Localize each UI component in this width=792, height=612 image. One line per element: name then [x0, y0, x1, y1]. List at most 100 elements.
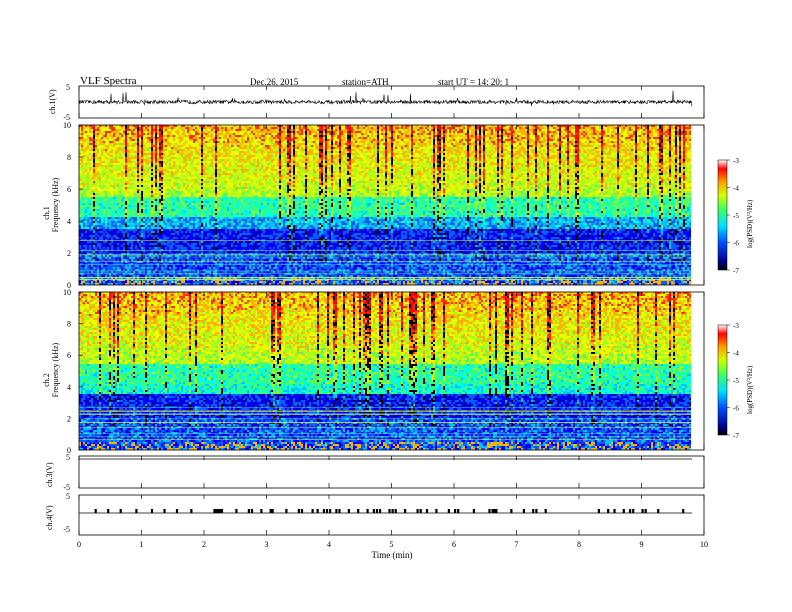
colorbar-tick-label: -6 — [733, 405, 739, 413]
ch4-pulse — [435, 509, 438, 513]
ch4-pulse — [94, 509, 97, 513]
colorbar-ch2 — [717, 324, 728, 436]
spectrogram-ch2-ylabel-frequency: Frequency (kHz) — [51, 342, 60, 397]
ch4-pulse — [271, 509, 274, 513]
ch3-ytick-bottom: -5 — [63, 483, 70, 492]
colorbar-tick-label: -4 — [733, 350, 739, 358]
ch4-pulse — [163, 509, 166, 513]
ch4-pulses — [94, 509, 685, 513]
x-tick-label: 4 — [327, 540, 331, 549]
ch1-waveform — [78, 90, 693, 107]
ch1-ytick-bottom: -5 — [63, 113, 70, 122]
ch4-ytick-top: 5 — [66, 492, 70, 501]
colorbar-tick-label: -5 — [733, 377, 739, 385]
ch4-pulse — [260, 509, 263, 513]
ch4-pulse — [220, 509, 224, 513]
colorbar-ch1 — [717, 159, 728, 271]
ch4-pulse — [316, 509, 319, 513]
ch4-ytick-bottom: -5 — [63, 525, 70, 534]
x-tick-label: 3 — [265, 540, 269, 549]
ch4-pulse — [404, 509, 407, 513]
x-tick-label: 8 — [577, 540, 581, 549]
x-tick-label: 5 — [390, 540, 394, 549]
ch4-pulse — [391, 509, 394, 513]
ch4-pulse — [622, 509, 625, 513]
spectrogram-ytick-label: 8 — [67, 320, 71, 329]
ch4-pulse — [335, 509, 338, 513]
ch4-pulse — [607, 509, 610, 513]
spectrogram-ytick-label: 10 — [63, 121, 71, 130]
ch1-panel: 5 -5 ch.1(V) — [48, 83, 705, 122]
ch4-pulse — [493, 509, 496, 513]
spectrogram-ytick-label: 2 — [67, 414, 71, 423]
ch4-pulse — [632, 509, 635, 513]
ch4-pulse — [119, 509, 122, 513]
ch4-pulse — [329, 509, 332, 513]
ch4-pulse — [457, 509, 460, 513]
ch4-pulse — [347, 509, 350, 513]
ch4-pulse — [419, 509, 422, 513]
station-label: station=ATH — [342, 77, 389, 87]
ch4-pulse — [338, 509, 341, 513]
ch4-pulse — [325, 509, 329, 513]
spectrogram-ytick-label: 10 — [63, 288, 71, 297]
ch4-pulse — [215, 509, 218, 513]
ch4-pulse — [213, 509, 216, 513]
x-axis-ticks — [78, 86, 705, 535]
ch3-ytick-top: 5 — [66, 453, 70, 462]
ch3-panel: 5 -5 ch.3(V) — [45, 453, 705, 492]
ch4-pulse — [491, 509, 494, 513]
x-axis-tick-labels: 0 1 2 3 4 5 6 7 8 9 10 — [77, 540, 708, 549]
spectrogram-ytick-label: 0 — [67, 446, 71, 455]
ch4-pulse — [247, 509, 250, 513]
ch4-pulse — [372, 509, 375, 513]
ch4-pulse — [250, 509, 254, 513]
ch4-panel: 5 -5 ch.4(V) — [45, 492, 705, 536]
colorbar-tick-label: -3 — [733, 157, 739, 165]
ch4-pulse — [135, 509, 138, 513]
ch4-pulse — [394, 509, 397, 513]
colorbar-tick-label: -3 — [733, 322, 739, 330]
ch4-pulse — [416, 509, 419, 513]
ch4-pulse — [269, 509, 272, 513]
x-tick-label: 7 — [515, 540, 519, 549]
ch4-pulse — [175, 509, 179, 513]
ch4-ylabel: ch.4(V) — [45, 505, 54, 530]
spectrogram-ch1-ylabel-frequency: Frequency (kHz) — [51, 177, 60, 232]
x-tick-label: 9 — [640, 540, 644, 549]
spectrogram-ch2-ylabel-channel: ch.2 — [42, 373, 51, 387]
ch4-pulse — [322, 509, 325, 513]
ch4-pulse — [447, 509, 450, 513]
ch4-pulse — [219, 509, 222, 513]
spectrogram-ytick-label: 8 — [67, 153, 71, 162]
x-axis-label: Time (min) — [372, 550, 413, 560]
colorbar-ch2-label: log(PSD)(V²/Hz) — [746, 365, 754, 414]
ch4-pulse — [425, 509, 429, 513]
x-tick-label: 0 — [77, 540, 81, 549]
ch4-pulse — [495, 509, 498, 513]
ch4-pulse — [285, 509, 288, 513]
ch4-pulse — [532, 509, 535, 513]
ch4-pulse — [375, 509, 379, 513]
ch4-pulse — [150, 509, 154, 513]
ch3-ylabel: ch.3(V) — [45, 462, 54, 487]
ch4-pulse — [510, 509, 513, 513]
ch4-pulse — [454, 509, 457, 513]
ch4-pulse — [488, 509, 491, 513]
ch4-pulse — [472, 509, 475, 513]
ch4-pulse — [657, 509, 660, 513]
colorbar-ch1-label: log(PSD)(V²/Hz) — [746, 199, 754, 248]
ch4-pulse — [641, 509, 644, 513]
x-tick-label: 2 — [202, 540, 206, 549]
ch4-pulse — [107, 509, 110, 513]
ch4-pulse — [300, 509, 304, 513]
ch4-pulse — [217, 509, 220, 513]
ch1-ytick-top: 5 — [66, 83, 70, 92]
spectrogram-ytick-label: 0 — [67, 281, 71, 290]
x-tick-label: 6 — [452, 540, 456, 549]
colorbar-tick-label: -4 — [733, 185, 739, 193]
ch4-pulse — [629, 509, 632, 513]
spectrogram-ch1 — [79, 125, 704, 285]
